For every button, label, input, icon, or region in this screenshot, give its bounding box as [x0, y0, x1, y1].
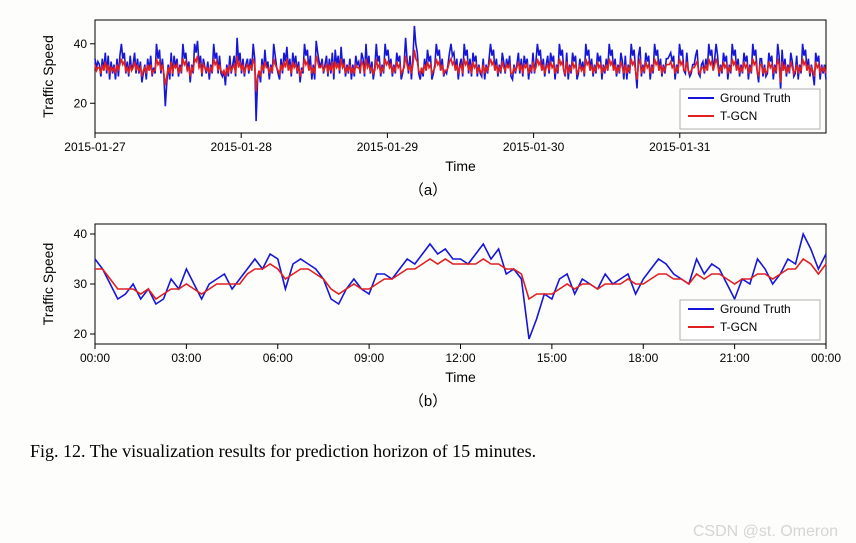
svg-text:Ground Truth: Ground Truth [720, 91, 791, 105]
svg-text:T-GCN: T-GCN [720, 320, 757, 334]
svg-text:Time: Time [445, 158, 476, 174]
svg-text:2015-01-29: 2015-01-29 [357, 140, 419, 154]
svg-text:Traffic Speed: Traffic Speed [40, 243, 56, 326]
panel-a-caption: （a） [10, 179, 846, 200]
svg-text:2015-01-31: 2015-01-31 [649, 140, 711, 154]
svg-text:00:00: 00:00 [811, 351, 841, 365]
svg-text:2015-01-30: 2015-01-30 [503, 140, 565, 154]
svg-text:Traffic Speed: Traffic Speed [40, 35, 56, 118]
chart-b-svg: 20 30 40 00:00 03:00 06:00 09:00 12:00 15:00 18:0… [10, 214, 846, 386]
svg-text:00:00: 00:00 [80, 351, 110, 365]
svg-text:09:00: 09:00 [354, 351, 384, 365]
watermark-text: CSDN @st. Omeron [693, 523, 838, 541]
svg-text:20: 20 [74, 96, 88, 110]
figure-caption: Fig. 12. The visualization results for p… [10, 441, 846, 462]
svg-text:12:00: 12:00 [445, 351, 475, 365]
svg-text:18:00: 18:00 [628, 351, 658, 365]
svg-text:2015-01-28: 2015-01-28 [211, 140, 273, 154]
svg-text:40: 40 [74, 37, 88, 51]
svg-text:21:00: 21:00 [720, 351, 750, 365]
svg-text:15:00: 15:00 [537, 351, 567, 365]
svg-text:06:00: 06:00 [263, 351, 293, 365]
svg-text:40: 40 [74, 227, 88, 241]
svg-text:Ground Truth: Ground Truth [720, 302, 791, 316]
panel-a: 20 40 2015-01-27 2015-01-28 2015-01-29 2015-0… [10, 10, 846, 200]
panel-b-caption: （b） [10, 390, 846, 411]
svg-text:T-GCN: T-GCN [720, 109, 757, 123]
svg-text:2015-01-27: 2015-01-27 [64, 140, 126, 154]
panel-b: 20 30 40 00:00 03:00 06:00 09:00 12:00 15:00 18:0… [10, 214, 846, 411]
svg-text:20: 20 [74, 327, 88, 341]
svg-text:Time: Time [445, 369, 476, 385]
figure-container: 20 40 2015-01-27 2015-01-28 2015-01-29 2015-0… [10, 10, 846, 462]
chart-a-svg: 20 40 2015-01-27 2015-01-28 2015-01-29 2015-0… [10, 10, 846, 175]
svg-text:30: 30 [74, 277, 88, 291]
svg-text:03:00: 03:00 [171, 351, 201, 365]
